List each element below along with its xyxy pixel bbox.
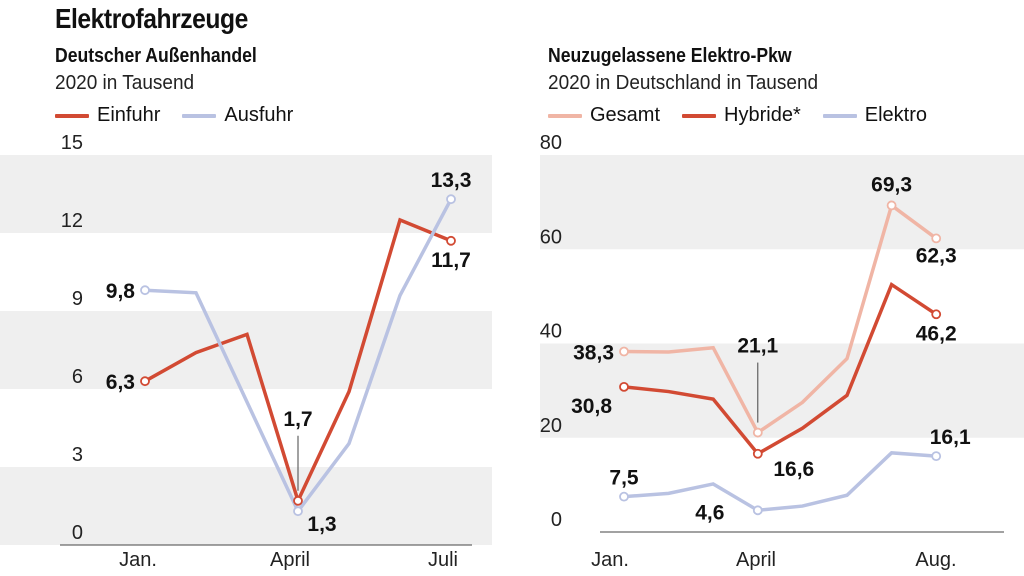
chart2-series-1-point (619, 381, 629, 392)
chart1-data-label: 1,7 (283, 408, 312, 431)
legend-swatch-einfuhr (55, 113, 89, 118)
chart2-data-label: 30,8 (571, 395, 612, 418)
chart1-y-tick-label: 6 (72, 366, 83, 388)
chart1-y-tick-label: 9 (72, 288, 83, 310)
chart1-grid-band (0, 155, 492, 233)
chart2-data-label: 38,3 (573, 342, 614, 365)
chart2-x-tick-label: April (736, 549, 776, 571)
chart1-data-label: 9,8 (106, 280, 136, 303)
chart1-x-tick-label: Juli (428, 549, 458, 571)
chart2-data-label: 16,6 (773, 458, 814, 481)
chart2-data-label: 16,1 (930, 426, 971, 449)
chart2-series-0-point (619, 346, 629, 357)
chart1-y-tick-label: 15 (61, 132, 83, 154)
chart2-data-label: 21,1 (737, 335, 778, 358)
chart1-y-tick-label: 3 (72, 444, 83, 466)
legend-swatch-hybride (682, 113, 717, 118)
chart1-series-1-point (293, 506, 303, 517)
chart1-series-0-point (446, 235, 456, 246)
chart2-series-2-point (931, 451, 942, 462)
chart1-legend: Einfuhr Ausfuhr (55, 104, 315, 127)
chart2-x-tick-label: Jan. (591, 549, 629, 571)
chart2-y-tick-label: 60 (540, 226, 562, 248)
chart2-series-0-line (623, 202, 938, 436)
chart2-series-1-point (752, 448, 763, 459)
chart2-series-0-point (886, 200, 897, 211)
legend-swatch-gesamt (548, 113, 582, 118)
chart1-data-label: 13,3 (431, 169, 472, 192)
chart2-data-label: 62,3 (916, 244, 957, 267)
chart2-grid-band (540, 343, 1024, 438)
chart1-subtitle: 2020 in Tausend (55, 72, 195, 94)
page-title: Elektrofahrzeuge (55, 3, 248, 34)
chart1-data-label: 6,3 (106, 371, 135, 394)
legend-item-elektro: Elektro (822, 104, 927, 127)
chart1-y-tick-label: 12 (61, 210, 83, 232)
chart2-grid-band (540, 155, 1024, 250)
chart1-series-1-point (140, 285, 150, 296)
chart2-series-2-line (623, 451, 937, 513)
legend-swatch-ausfuhr (182, 113, 217, 118)
chart1-grid-band (0, 467, 492, 545)
chart2-data-label: 69,3 (871, 173, 912, 196)
chart2-data-label: 7,5 (609, 467, 639, 490)
chart1-x-tick-label: Jan. (119, 549, 157, 571)
chart2-series-2-point (619, 491, 629, 502)
chart1-x-tick-label: April (270, 549, 310, 571)
chart2-title: Neuzugelassene Elektro-Pkw (548, 45, 792, 67)
chart2-data-label: 4,6 (695, 501, 724, 524)
chart1-title: Deutscher Außenhandel (55, 45, 257, 67)
chart2-data-label: 46,2 (916, 322, 957, 345)
legend-label-elektro: Elektro (864, 104, 927, 126)
chart2-y-tick-label: 80 (540, 132, 562, 154)
chart2-series-1-point (931, 309, 942, 320)
legend-label-hybride: Hybride* (724, 104, 801, 126)
chart1-grid-band (0, 311, 492, 389)
legend-label-gesamt: Gesamt (590, 104, 661, 126)
chart2-legend: Gesamt Hybride* Elektro (548, 104, 949, 127)
legend-label-ausfuhr: Ausfuhr (224, 104, 294, 126)
legend-item-gesamt: Gesamt (548, 104, 660, 127)
chart2-x-tick-label: Aug. (915, 549, 956, 571)
chart1-data-label: 11,7 (431, 249, 471, 272)
chart2-y-tick-label: 20 (540, 415, 562, 437)
legend-item-einfuhr: Einfuhr (55, 104, 160, 127)
chart1-series-0-point (140, 376, 150, 387)
chart2-series-0-point (931, 233, 942, 244)
chart1-data-label: 1,3 (307, 513, 336, 536)
chart2-series-1-line (623, 281, 938, 457)
chart2-y-tick-label: 0 (551, 509, 562, 531)
chart2-series-2-point (752, 505, 763, 516)
chart2-series-0-point (752, 427, 763, 438)
chart1-series-1-point (446, 194, 456, 205)
legend-item-hybride: Hybride* (682, 104, 801, 127)
chart1-y-tick-label: 0 (72, 522, 83, 544)
chart2-y-tick-label: 40 (540, 321, 562, 343)
legend-item-ausfuhr: Ausfuhr (182, 104, 293, 127)
legend-swatch-elektro (822, 113, 857, 118)
chart2-subtitle: 2020 in Deutschland in Tausend (548, 72, 819, 94)
legend-label-einfuhr: Einfuhr (97, 104, 161, 126)
chart1-series-0-point (293, 495, 303, 506)
